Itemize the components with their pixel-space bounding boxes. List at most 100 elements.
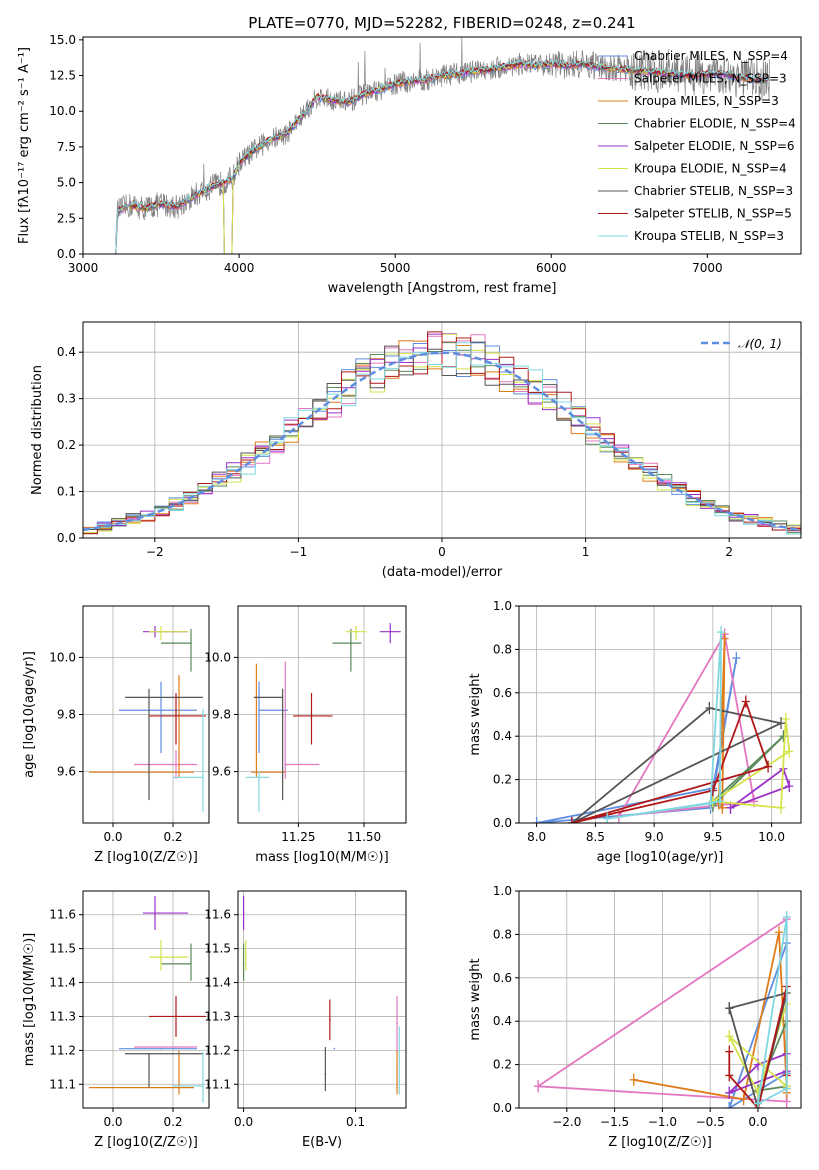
- x-axis-label: age [log10(age/yr)]: [597, 850, 724, 865]
- data-point-salpeter-stelib: [175, 715, 177, 717]
- x-tick-label: 0.0: [103, 1115, 122, 1129]
- mass-vs-ebv-panel: 0.0 0.1 11.1 11.2 11.3 11.4 11.5 11.6 E(B-V): [204, 890, 407, 1150]
- y-tick-label: 11.1: [204, 1077, 231, 1091]
- plot-area: [89, 896, 206, 1103]
- x-tick-label: −1.5: [600, 1115, 629, 1129]
- plot-area: [245, 623, 401, 812]
- data-point-chabrier-elodie: [190, 963, 192, 965]
- y-tick-label: 1.0: [493, 599, 512, 613]
- x-tick-label: 11.50: [347, 830, 381, 844]
- model-spectrum-line-salpeter-stelib: [115, 59, 770, 254]
- plot-area: [115, 37, 770, 254]
- x-tick-label: 0.0: [748, 1115, 767, 1129]
- model-spectrum-line-salpeter-elodie: [115, 60, 770, 254]
- mass-weight-marker-kroupa-elodie: [753, 1086, 762, 1099]
- data-point-kroupa-elodie: [160, 630, 162, 633]
- mass-weight-marker-salpeter-stelib: [725, 1045, 734, 1058]
- x-axis-label: wavelength [Angstrom, rest frame]: [328, 281, 557, 296]
- y-tick-label: 1.0: [493, 884, 512, 898]
- axes-frame: [237, 890, 407, 1109]
- legend-entry: Salpeter ELODIE, N_SSP=6: [634, 139, 795, 153]
- axes-frame: [82, 321, 802, 539]
- mass-weight-marker-kroupa-miles: [739, 1093, 748, 1106]
- mass-weight-line-chabrier-stelib: [571, 707, 784, 823]
- plot-area: [532, 626, 794, 823]
- data-point-chabrier-miles: [160, 709, 162, 712]
- y-tick-label: 0.0: [493, 816, 512, 830]
- mass-weight-marker-chabrier-elodie: [779, 730, 788, 743]
- y-tick-label: 0.4: [57, 345, 76, 359]
- y-tick-label: 10.0: [49, 104, 76, 118]
- mass-weight-marker-chabrier-miles: [725, 1102, 734, 1108]
- mass-weight-marker-salpeter-miles: [534, 1080, 543, 1093]
- x-axis-label: Z [log10(Z/Z☉)]: [94, 850, 198, 865]
- mass-weight-marker-kroupa-stelib: [706, 797, 715, 810]
- data-point-salpeter-stelib: [310, 715, 313, 717]
- x-tick-label: 0: [438, 545, 446, 559]
- mass-weight-marker-chabrier-miles: [532, 817, 541, 823]
- data-point-chabrier-stelib: [324, 1073, 327, 1075]
- plot-area: [83, 331, 801, 537]
- figure-title: PLATE=0770, MJD=52282, FIBERID=0248, z=0…: [248, 14, 635, 32]
- x-axis-label: Z [log10(Z/Z☉)]: [94, 1135, 198, 1150]
- y-tick-label: 2.5: [57, 211, 76, 225]
- x-tick-label: 2: [725, 545, 733, 559]
- data-point-kroupa-stelib: [202, 1085, 204, 1087]
- model-spectrum-line-chabrier-miles: [115, 62, 769, 254]
- histogram-salpeter-stelib: [83, 331, 801, 535]
- x-tick-label: 0.2: [163, 830, 182, 844]
- model-spectrum-line-kroupa-stelib: [115, 59, 770, 254]
- data-point-kroupa-stelib: [398, 1059, 401, 1062]
- y-tick-label: 11.5: [49, 942, 76, 956]
- mass-weight-vs-age-panel: 8.0 8.5 9.0 9.5 10.0 0.0 0.2 0.4 0.6 0.8 1.0 age [l…: [468, 599, 802, 865]
- mass-weight-line-salpeter-elodie: [729, 767, 791, 809]
- data-point-salpeter-stelib: [175, 1015, 177, 1018]
- mass-weight-marker-kroupa-miles: [775, 926, 784, 939]
- legend-entry: 𝒩(0, 1): [738, 337, 782, 351]
- x-tick-label: 7000: [692, 261, 723, 275]
- x-tick-label: 0.1: [346, 1115, 365, 1129]
- y-tick-label: 9.8: [57, 708, 76, 722]
- mass-weight-marker-kroupa-elodie: [785, 745, 794, 758]
- data-point-salpeter-miles: [175, 763, 177, 766]
- data-point-chabrier-elodie: [350, 642, 352, 644]
- x-tick-label: 1: [582, 545, 590, 559]
- data-point-kroupa-elodie: [245, 956, 247, 958]
- mass-weight-marker-kroupa-stelib: [782, 911, 791, 924]
- y-tick-label: 11.2: [49, 1043, 76, 1057]
- y-tick-label: 0.0: [493, 1101, 512, 1115]
- legend-entry: Salpeter STELIB, N_SSP=5: [634, 207, 792, 221]
- data-point-salpeter-elodie: [242, 912, 245, 914]
- mass-weight-marker-kroupa-stelib: [782, 1082, 791, 1095]
- x-axis-label: E(B-V): [302, 1135, 342, 1150]
- mass-weight-marker-kroupa-miles: [629, 1073, 638, 1086]
- plot-area: [89, 625, 206, 812]
- plot-area: [242, 896, 401, 1095]
- data-point-chabrier-stelib: [148, 696, 150, 699]
- x-tick-label: 0.2: [163, 1115, 182, 1129]
- y-tick-label: 9.6: [212, 765, 231, 779]
- x-axis-label: mass [log10(M/M☉)]: [255, 850, 388, 865]
- data-point-chabrier-stelib: [281, 696, 284, 699]
- x-tick-label: 8.5: [586, 830, 605, 844]
- age-vs-metallicity-panel: 0.0 0.2 9.6 9.8 10.0 Z [log10(Z/Z☉)] age [log1…: [22, 605, 210, 865]
- y-tick-label: 0.8: [493, 642, 512, 656]
- x-tick-label: 9.0: [645, 830, 664, 844]
- y-tick-label: 9.8: [212, 708, 231, 722]
- mass-weight-marker-salpeter-stelib: [708, 784, 717, 797]
- y-axis-label: mass weight: [468, 958, 483, 1040]
- mass-weight-marker-chabrier-stelib: [777, 717, 786, 730]
- model-spectrum-line-chabrier-stelib: [115, 59, 770, 254]
- x-tick-label: −1: [290, 545, 308, 559]
- mass-weight-marker-chabrier-stelib: [705, 701, 714, 714]
- y-tick-label: 10.0: [204, 650, 231, 664]
- legend-entry: Chabrier STELIB, N_SSP=3: [634, 184, 793, 198]
- y-tick-label: 15.0: [49, 33, 76, 47]
- y-tick-label: 0.3: [57, 392, 76, 406]
- y-tick-label: 0.0: [57, 531, 76, 545]
- y-tick-label: 0.2: [493, 1058, 512, 1072]
- y-axis-label: age [log10(age/yr)]: [22, 651, 37, 778]
- y-tick-label: 11.4: [49, 976, 76, 990]
- mass-weight-marker-salpeter-stelib: [764, 760, 773, 773]
- data-point-chabrier-elodie: [190, 642, 192, 644]
